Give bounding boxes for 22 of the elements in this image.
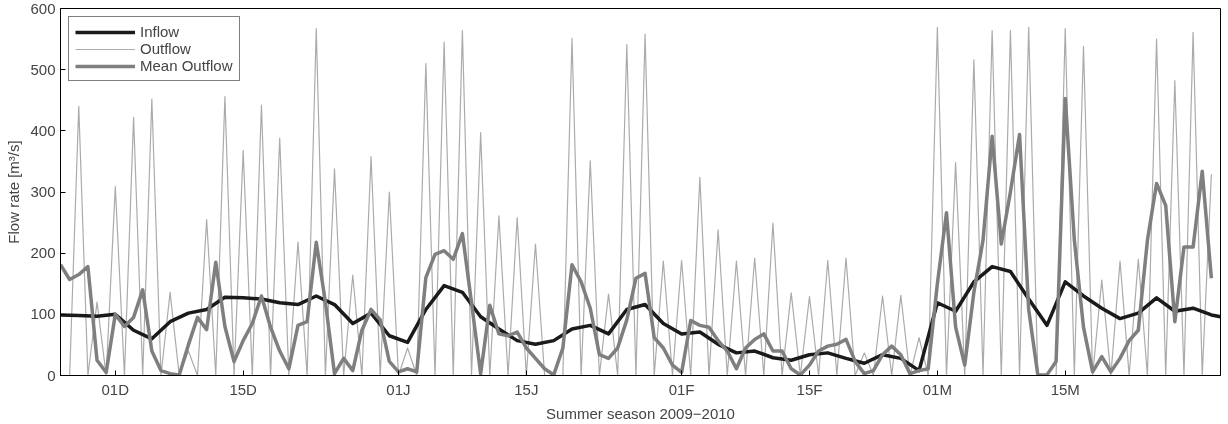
x-tick-label: 15D: [229, 380, 258, 398]
y-tick-label: 0: [47, 366, 56, 384]
y-tick-label: 300: [30, 183, 56, 200]
x-tick-label: 01M: [922, 380, 952, 398]
y-tick-label: 400: [30, 121, 56, 139]
y-tick-label: 600: [30, 0, 56, 17]
x-tick-label: 15J: [514, 380, 539, 398]
x-axis-title: Summer season 2009−2010: [546, 404, 735, 422]
x-tick-label: 01J: [386, 380, 411, 398]
legend-label: Outflow: [140, 40, 191, 57]
y-axis-title: Flow rate [m³/s]: [5, 140, 23, 244]
legend-label: Mean Outflow: [140, 57, 233, 74]
x-tick-label: 01D: [101, 380, 130, 398]
x-tick-label: 15M: [1050, 380, 1080, 398]
line-series: [60, 96, 1214, 376]
line-series: [69, 26, 1212, 376]
y-tick-label: 200: [30, 244, 56, 262]
legend-label: Inflow: [140, 23, 180, 40]
y-tick-label: 100: [30, 305, 56, 323]
x-tick-label: 15F: [796, 380, 823, 398]
y-tick-label: 500: [30, 60, 56, 78]
x-tick-label: 01F: [668, 380, 695, 398]
